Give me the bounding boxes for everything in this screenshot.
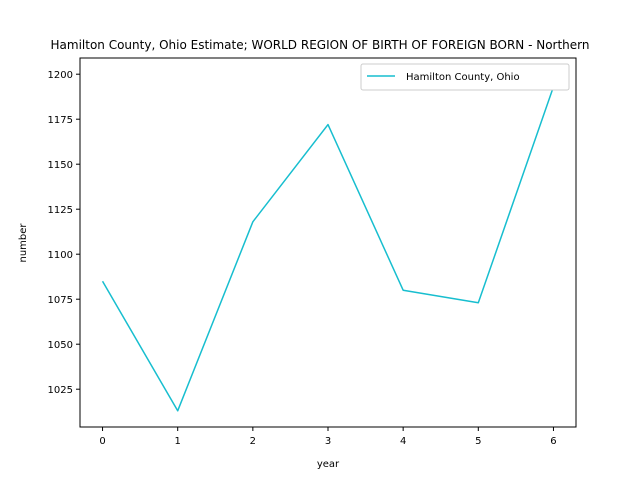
series-layer	[101, 86, 555, 412]
x-tick-label: 5	[475, 436, 481, 447]
y-axis: 1025 1050 1075 1100 1125 1150 1175 1200	[48, 70, 80, 396]
x-tick-label: 0	[99, 436, 105, 447]
y-axis-label: number	[18, 223, 29, 263]
y-tick-label: 1125	[48, 205, 73, 216]
x-tick-label: 1	[175, 436, 181, 447]
x-tick-label: 2	[250, 436, 256, 447]
chart-title: Hamilton County, Ohio Estimate; WORLD RE…	[51, 38, 590, 52]
y-tick-label: 1175	[48, 115, 73, 126]
x-axis: 0 1 2 3 4 5 6	[99, 427, 557, 447]
legend-box	[360, 63, 570, 91]
legend-entry-label: Hamilton County, Ohio	[406, 72, 520, 83]
x-tick-label: 6	[550, 436, 556, 447]
y-tick-label: 1150	[48, 160, 73, 171]
y-tick-label: 1200	[48, 70, 73, 81]
legend: Hamilton County, Ohio	[360, 63, 570, 91]
y-tick-label: 1025	[48, 385, 73, 396]
x-axis-label: year	[317, 459, 340, 470]
y-tick-label: 1050	[48, 340, 73, 351]
y-tick-label: 1100	[48, 250, 73, 261]
series-line-0	[101, 86, 555, 412]
y-tick-label: 1075	[48, 295, 73, 306]
x-tick-label: 3	[325, 436, 331, 447]
x-tick-label: 4	[400, 436, 406, 447]
